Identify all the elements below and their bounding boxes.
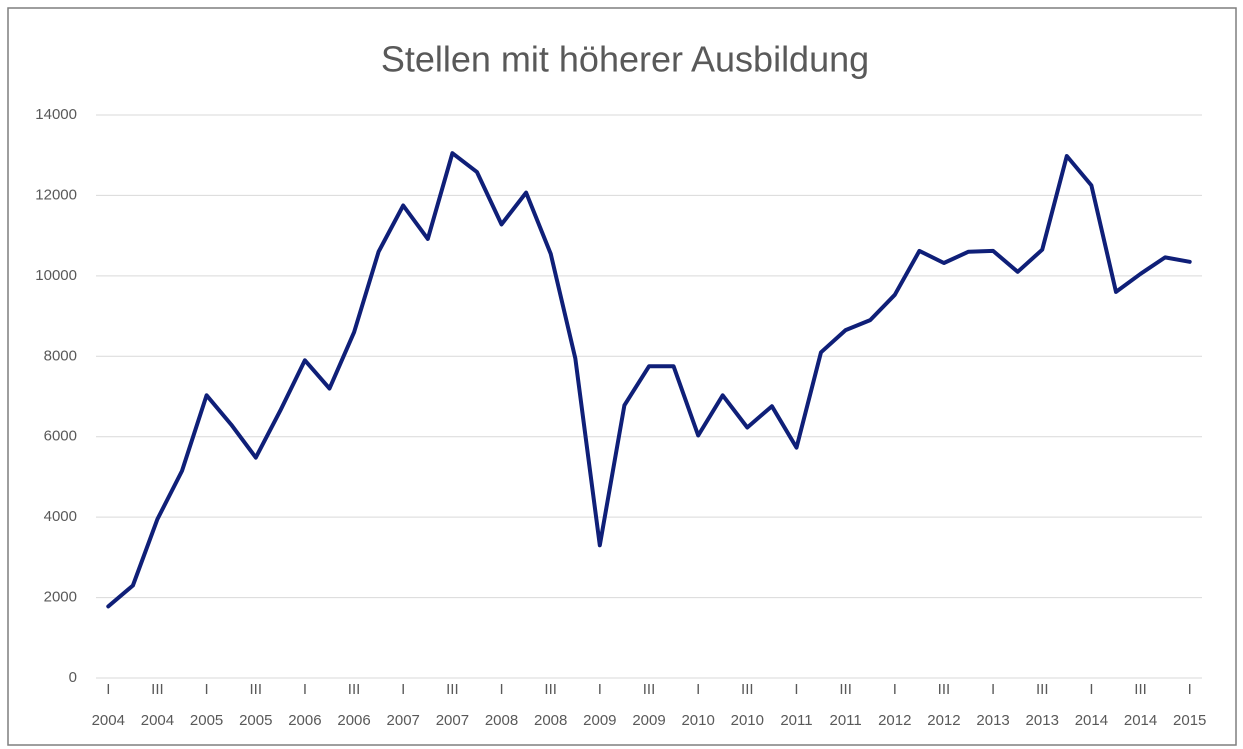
chart-frame: [7, 7, 1237, 746]
x-tick-year: 2008: [485, 712, 518, 729]
x-tick-quarter: I: [401, 681, 405, 698]
x-tick-year: 2005: [190, 712, 223, 729]
x-tick-quarter: I: [991, 681, 995, 698]
x-tick-year: 2010: [731, 712, 764, 729]
x-tick-year: 2010: [681, 712, 714, 729]
x-tick-quarter: I: [1089, 681, 1093, 698]
y-tick-label: 14000: [35, 106, 77, 123]
y-tick-label: 8000: [44, 347, 77, 364]
x-tick-quarter: I: [303, 681, 307, 698]
x-tick-quarter: I: [499, 681, 503, 698]
chart-title: Stellen mit höherer Ausbildung: [381, 39, 869, 80]
x-tick-year: 2004: [141, 712, 174, 729]
x-tick-year: 2008: [534, 712, 567, 729]
x-tick-year: 2014: [1075, 712, 1108, 729]
x-tick-year: 2009: [632, 712, 665, 729]
line: [106, 151, 1192, 609]
x-tick-year: 2005: [239, 712, 272, 729]
x-tick-quarter: I: [893, 681, 897, 698]
x-tick-quarter: III: [446, 681, 459, 698]
x-tick-year: 2013: [976, 712, 1009, 729]
x-tick-year: 2004: [92, 712, 125, 729]
y-tick-label: 0: [69, 669, 77, 686]
y-tick-label: 10000: [35, 267, 77, 284]
x-tick-year: 2012: [927, 712, 960, 729]
x-tick-quarter: III: [249, 681, 262, 698]
y-tick-label: 4000: [44, 508, 77, 525]
x-tick-quarter: III: [741, 681, 754, 698]
x-tick-quarter: III: [1134, 681, 1147, 698]
x-tick-quarter: I: [205, 681, 209, 698]
x-tick-quarter: III: [839, 681, 852, 698]
x-tick-quarter: I: [696, 681, 700, 698]
x-tick-year: 2015: [1173, 712, 1206, 729]
x-tick-year: 2007: [436, 712, 469, 729]
x-tick-quarter: I: [106, 681, 110, 698]
x-tick-quarter: III: [544, 681, 557, 698]
x-tick-quarter: III: [643, 681, 656, 698]
x-tick-year: 2009: [583, 712, 616, 729]
x-tick-quarter: III: [1036, 681, 1049, 698]
x-tick-quarter: III: [151, 681, 164, 698]
x-tick-year: 2011: [780, 712, 812, 729]
x-tick-year: 2011: [829, 712, 861, 729]
x-tick-year: 2012: [878, 712, 911, 729]
x-tick-quarter: I: [794, 681, 798, 698]
x-tick-quarter: III: [348, 681, 361, 698]
x-tick-year: 2007: [387, 712, 420, 729]
x-tick-year: 2006: [337, 712, 370, 729]
x-tick-year: 2006: [288, 712, 321, 729]
x-tick-year: 2013: [1026, 712, 1059, 729]
x-tick-quarter: I: [598, 681, 602, 698]
y-tick-label: 2000: [44, 589, 77, 606]
y-tick-label: 12000: [35, 186, 77, 203]
x-tick-year: 2014: [1124, 712, 1157, 729]
y-tick-label: 6000: [44, 428, 77, 445]
x-tick-quarter: III: [938, 681, 951, 698]
x-tick-quarter: I: [1188, 681, 1192, 698]
